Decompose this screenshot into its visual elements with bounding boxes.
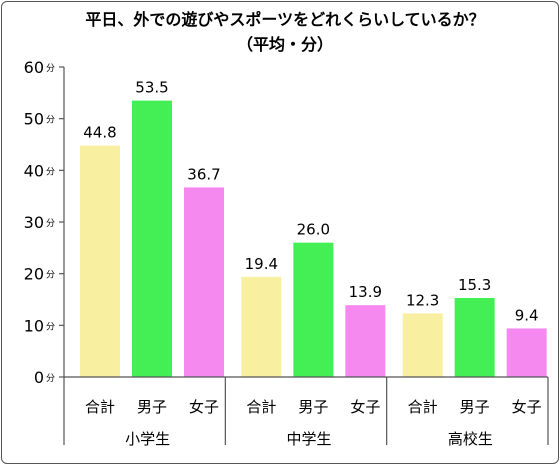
value-label: 15.3 [458, 276, 491, 294]
bar [293, 242, 334, 377]
y-tick-label: 10 [24, 316, 44, 335]
group-label: 小学生 [125, 430, 170, 448]
y-tick-label: 40 [24, 161, 44, 180]
category-label: 女子 [189, 398, 219, 416]
group-label: 中学生 [286, 430, 331, 448]
y-tick-label: 20 [24, 265, 44, 284]
bar [80, 145, 120, 377]
bar [241, 276, 282, 377]
bars: 44.8 53.5 36.7 19.4 26.0 13.9 12.3 15.3 9.4 [80, 79, 547, 377]
y-tick-label: 60 [24, 58, 44, 77]
y-tick-unit: 分 [46, 166, 55, 177]
value-label: 19.4 [245, 255, 278, 273]
bar [345, 305, 386, 377]
value-label: 12.3 [406, 291, 439, 309]
category-label: 男子 [298, 398, 328, 416]
y-axis: 0 分10 分20 分30 分40 分50 分60 分 [24, 58, 65, 445]
bar [454, 297, 495, 377]
y-tick-unit: 分 [46, 270, 55, 281]
category-label: 合計 [408, 398, 438, 416]
y-tick-unit: 分 [46, 115, 55, 126]
value-label: 13.9 [349, 283, 382, 301]
category-label: 合計 [246, 398, 276, 416]
y-tick-unit: 分 [46, 321, 55, 332]
value-label: 9.4 [515, 306, 539, 324]
group-label: 高校生 [448, 430, 493, 448]
chart-title: 平日、外での遊びやスポーツをどれくらいしているか？ [85, 10, 484, 29]
y-tick-label: 30 [24, 213, 44, 232]
bar [132, 100, 172, 377]
chart-subtitle: （平均・分） [237, 35, 333, 54]
y-tick-unit: 分 [46, 373, 55, 384]
category-label: 合計 [85, 398, 115, 416]
bar [506, 328, 547, 377]
y-tick-label: 50 [24, 110, 44, 129]
y-tick-label: 0 [34, 368, 44, 387]
value-label: 44.8 [83, 124, 116, 142]
y-tick-unit: 分 [46, 63, 55, 74]
category-label: 女子 [512, 398, 542, 416]
category-label: 男子 [460, 398, 490, 416]
y-tick-unit: 分 [46, 218, 55, 229]
value-label: 36.7 [187, 165, 220, 183]
bar [184, 187, 224, 377]
category-label: 男子 [137, 398, 167, 416]
value-label: 26.0 [297, 221, 330, 239]
value-label: 53.5 [135, 79, 168, 97]
category-label: 女子 [350, 398, 380, 416]
bar [402, 313, 443, 377]
